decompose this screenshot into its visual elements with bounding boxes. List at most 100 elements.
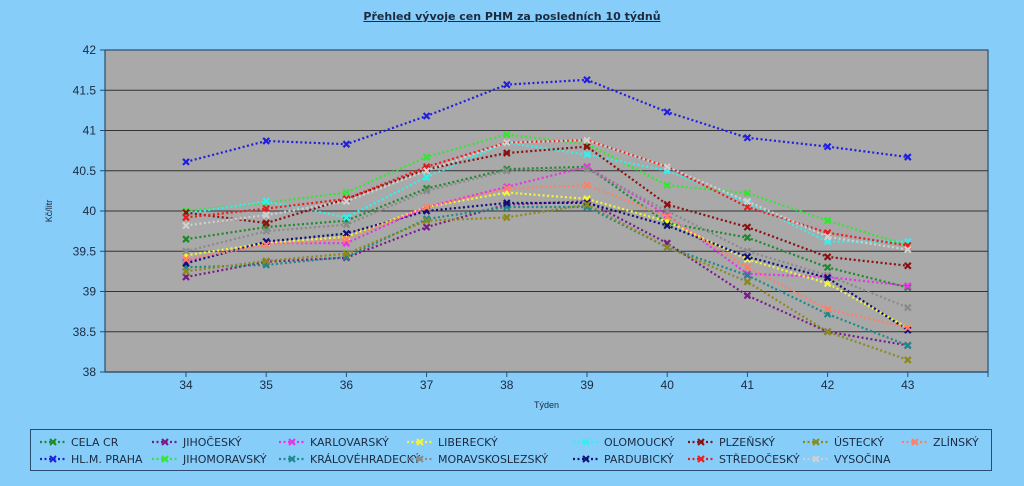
x-tick-label: 39 [580, 378, 594, 392]
data-point [503, 199, 511, 207]
series-line [185, 165, 908, 287]
data-point [823, 305, 832, 313]
data-point [422, 165, 431, 173]
series-line [185, 145, 908, 267]
data-point [743, 255, 752, 264]
y-axis-title: Kč/litr [44, 200, 54, 223]
data-point [503, 80, 511, 89]
series-line [185, 203, 909, 361]
data-point [503, 184, 511, 193]
legend-label: JIHOMORAVSKÝ [183, 452, 267, 466]
data-point [583, 142, 591, 151]
series-vysocina [182, 136, 912, 254]
data-point [663, 200, 671, 209]
chart-title: Přehled vývoje cen PHM za posledních 10 … [363, 10, 661, 23]
data-point [743, 233, 752, 242]
data-point [904, 323, 912, 332]
legend-item: ÚSTECKÝ [802, 434, 884, 450]
data-point [743, 223, 752, 231]
data-point [904, 326, 912, 334]
data-point [663, 108, 671, 116]
data-point [663, 207, 671, 215]
y-tick-label: 41.5 [73, 83, 97, 97]
data-point [823, 142, 832, 151]
data-point [823, 327, 832, 336]
legend-label: KARLOVARSKÝ [310, 435, 389, 449]
data-point [583, 136, 591, 144]
data-point [342, 229, 351, 238]
legend-marker-icon [407, 455, 433, 463]
legend-label: ÚSTECKÝ [834, 435, 884, 449]
data-point [743, 189, 752, 198]
legend-item: KRÁLOVÉHRADECKÝ [278, 451, 420, 467]
x-tick-label: 37 [420, 378, 434, 392]
data-point [904, 245, 912, 254]
legend-item: ZLÍNSKÝ [901, 434, 979, 450]
legend-marker-icon [688, 455, 714, 463]
series-plzensky [182, 142, 912, 270]
data-point [182, 221, 190, 230]
series-line [185, 191, 909, 329]
x-tick-label: 34 [179, 378, 193, 392]
x-tick-label: 36 [340, 378, 354, 392]
legend-label: MORAVSKOSLEZSKÝ [438, 452, 549, 466]
series-line [185, 184, 909, 329]
data-point [342, 235, 351, 243]
series-line [185, 165, 909, 289]
data-point [182, 273, 190, 281]
y-tick-label: 38 [83, 365, 97, 379]
data-point [583, 181, 591, 190]
legend-item: PLZEŇSKÝ [687, 434, 775, 450]
data-point [422, 215, 431, 223]
legend-label: KRÁLOVÉHRADECKÝ [310, 452, 421, 466]
data-point [182, 267, 190, 276]
legend-label: JIHOČESKÝ [183, 435, 242, 449]
legend-marker-icon [40, 438, 66, 446]
series-line [185, 201, 909, 332]
data-point [262, 197, 270, 206]
data-point [342, 195, 351, 203]
y-tick-label: 40 [83, 204, 97, 218]
data-point [262, 257, 270, 265]
legend-label: PLZEŇSKÝ [719, 435, 775, 449]
series-line [185, 141, 908, 243]
data-point [262, 241, 270, 249]
data-point [904, 341, 912, 350]
data-point [422, 223, 431, 231]
data-point [262, 211, 270, 219]
data-point [422, 153, 431, 161]
data-point [182, 247, 190, 256]
data-point [743, 271, 752, 280]
legend-item: JIHOMORAVSKÝ [151, 451, 267, 467]
data-point [583, 200, 591, 209]
y-tick-label: 42 [83, 43, 97, 57]
legend-item: STŘEDOČESKÝ [687, 451, 800, 467]
legend-label: VYSOČINA [834, 452, 891, 466]
legend-marker-icon [40, 455, 66, 463]
x-tick-label: 41 [741, 378, 755, 392]
data-point [823, 216, 832, 225]
y-tick-label: 41 [83, 124, 97, 138]
data-point [663, 243, 671, 252]
data-point [743, 247, 752, 256]
data-point [583, 76, 591, 84]
data-point [182, 255, 190, 264]
data-point [743, 203, 752, 211]
data-point [503, 149, 511, 157]
y-tick-label: 39.5 [73, 244, 97, 258]
x-axis-title: Týden [534, 400, 559, 410]
data-point [823, 279, 832, 288]
data-point [262, 227, 270, 235]
legend-marker-icon [573, 438, 599, 446]
legend-marker-icon [902, 438, 928, 446]
x-tick-label: 42 [821, 378, 835, 392]
legend-label: HL.M. PRAHA [71, 452, 143, 466]
data-point [663, 221, 671, 230]
series-ustecky [182, 200, 912, 364]
data-point [342, 197, 351, 206]
data-point [422, 187, 431, 195]
data-point [583, 199, 591, 207]
data-point [743, 197, 752, 206]
y-tick-label: 40.5 [73, 164, 97, 178]
data-point [262, 204, 270, 213]
